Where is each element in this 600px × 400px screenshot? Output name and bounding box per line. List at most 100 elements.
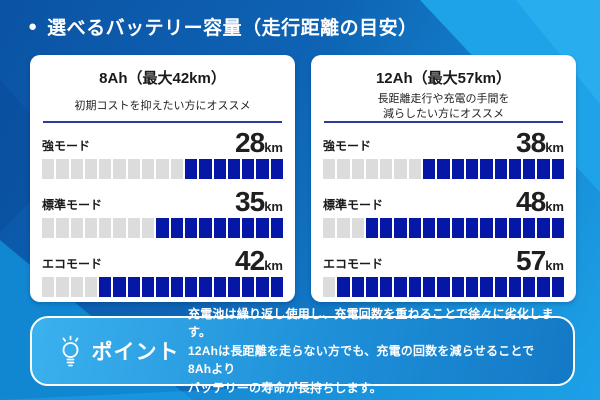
bar-segment-blue [523,159,536,179]
bar-segment-gray [70,159,83,179]
bar-segment-blue [242,159,255,179]
bar-segment-blue [99,277,112,297]
distance-number: 28 [235,127,265,158]
bar-segment-blue [537,218,550,238]
bar-segment-blue [523,218,536,238]
bar-segment-blue [451,218,464,238]
bar-segment-gray [394,159,407,179]
bar-segment-blue [465,159,479,179]
bar-segment-blue [480,159,493,179]
distance-number: 57 [516,245,546,276]
bar-segment-blue [170,277,183,297]
distance-number: 42 [235,245,265,276]
point-text-line: 充電池は繰り返し使用し、充電回数を重ねることで徐々に劣化します。 [188,306,554,340]
card-divider [43,121,282,123]
distance-value: 38km [516,129,564,157]
distance-value: 28km [235,129,283,157]
bar-segment-blue [113,277,126,297]
mode-label: 強モード [42,139,91,153]
bar-segment-blue [465,277,479,297]
bar-segment-gray [337,159,350,179]
bar-segment-blue [394,277,407,297]
bar-segment-blue [508,277,522,297]
bar-segment-blue [156,277,169,297]
bar-segment-gray [84,218,98,238]
bar-segment-gray [99,159,112,179]
bar-segment-gray [323,277,336,297]
bar-segment-gray [142,218,155,238]
bar-segment-gray [42,159,55,179]
bar-segment-gray [351,159,364,179]
bar-segment-gray [127,218,141,238]
mode-label: エコモード [42,257,103,271]
bar-segment-blue [380,277,393,297]
bar-segment-gray [42,218,55,238]
bar-segment-blue [408,277,422,297]
bar-segment-blue [508,159,522,179]
distance-unit: km [264,258,283,273]
mode-row: 標準モード 48km [323,186,565,238]
bar-segment-blue [270,277,284,297]
bar-segment-gray [84,159,98,179]
bar-segment-blue [365,218,379,238]
distance-unit: km [264,140,283,155]
point-text-line: バッテリーの寿命が長持ちします。 [188,380,383,395]
mode-row: エコモード 57km [323,245,565,297]
bar-segment-blue [227,277,241,297]
mode-label: エコモード [323,257,384,271]
card-divider [324,121,563,123]
segmented-distance-bar [42,218,284,238]
bar-segment-blue [170,218,183,238]
mode-rows: 強モード 28km 標準モード 35km エコモード 42km [42,127,284,297]
card-subtitle: 初期コストを抑えたい方にオススメ [42,92,283,121]
page-header: ● 選べるバッテリー容量（走行距離の目安） [28,13,418,40]
card-subtitle-line: 長距離走行や充電の手間を [377,93,510,105]
bar-segment-gray [113,159,126,179]
bar-segment-gray [156,159,169,179]
bar-segment-blue [551,218,565,238]
bar-segment-blue [551,277,565,297]
bar-segment-blue [156,218,169,238]
bar-segment-blue [184,277,198,297]
bar-segment-blue [337,277,350,297]
distance-number: 35 [235,186,265,217]
bar-segment-blue [142,277,155,297]
bar-segment-blue [508,218,522,238]
bar-segment-blue [213,159,226,179]
bar-segment-blue [256,277,269,297]
bar-segment-blue [537,277,550,297]
card-subtitle-line: 初期コストを抑えたい方にオススメ [74,100,251,113]
bar-segment-gray [42,277,55,297]
mode-row: 強モード 28km [42,127,284,179]
bar-segment-blue [365,277,379,297]
bar-segment-gray [127,159,141,179]
bar-segment-blue [423,277,436,297]
distance-unit: km [545,140,564,155]
mode-row: 標準モード 35km [42,186,284,238]
bar-segment-gray [56,218,69,238]
bar-segment-blue [199,277,212,297]
distance-unit: km [264,199,283,214]
bar-segment-blue [480,218,493,238]
bar-segment-blue [127,277,141,297]
bar-segment-blue [494,159,507,179]
card-subtitle-line: 減らしたい方にオススメ [383,107,504,120]
bar-segment-blue [199,159,212,179]
card-header: 12Ah（最大57km） 長距離走行や充電の手間を 減らしたい方にオススメ [323,65,564,121]
bar-segment-blue [551,159,565,179]
bar-segment-blue [270,159,284,179]
bar-segment-gray [380,159,393,179]
bar-segment-blue [380,218,393,238]
bar-segment-gray [323,218,336,238]
bar-segment-gray [56,277,69,297]
battery-card-12ah: 12Ah（最大57km） 長距離走行や充電の手間を 減らしたい方にオススメ 強モー… [311,55,576,302]
card-title: 8Ah（最大42km） [99,70,226,87]
bar-segment-blue [451,159,464,179]
bar-segment-blue [213,218,226,238]
bar-segment-gray [323,159,336,179]
bar-segment-blue [270,218,284,238]
point-label: ポイント [91,341,180,364]
distance-unit: km [545,199,564,214]
bar-segment-gray [351,218,364,238]
